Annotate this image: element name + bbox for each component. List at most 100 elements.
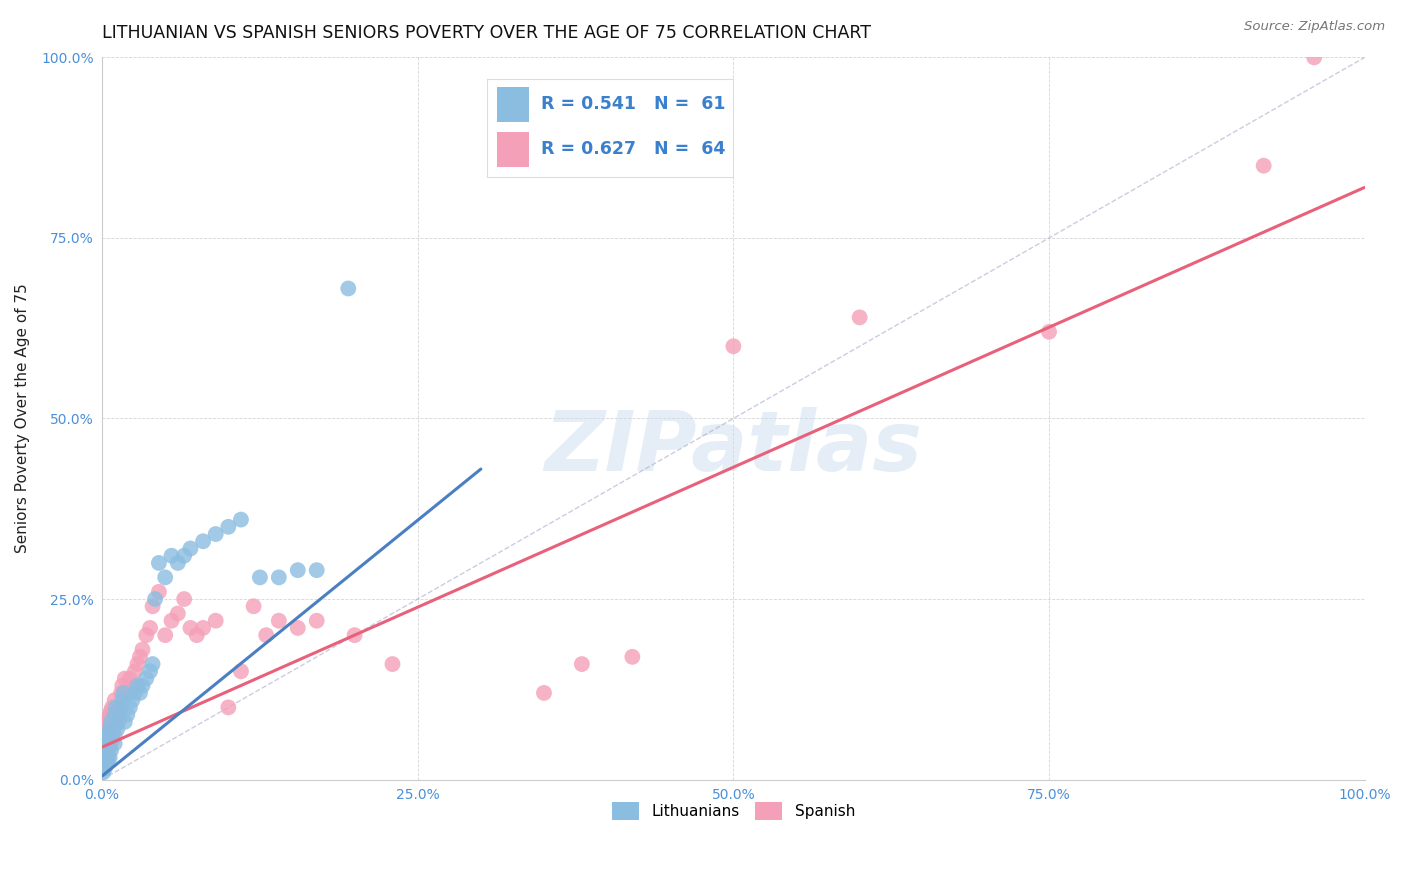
Point — [242, 599, 264, 614]
Point — [114, 714, 136, 729]
Point — [107, 700, 129, 714]
Point — [93, 744, 115, 758]
Point — [381, 657, 404, 671]
Point — [254, 628, 277, 642]
Point — [104, 737, 127, 751]
Point — [343, 628, 366, 642]
Point — [96, 751, 118, 765]
Point — [104, 714, 127, 729]
Point — [105, 722, 128, 736]
Point — [108, 707, 131, 722]
Point — [129, 649, 152, 664]
Point — [96, 729, 118, 743]
Point — [91, 762, 114, 776]
Point — [98, 740, 121, 755]
Point — [104, 729, 127, 743]
Point — [571, 657, 593, 671]
Point — [94, 722, 117, 736]
Point — [148, 556, 170, 570]
Point — [94, 755, 117, 769]
Point — [101, 729, 124, 743]
Point — [103, 722, 125, 736]
Point — [124, 686, 146, 700]
Point — [97, 751, 120, 765]
Point — [94, 732, 117, 747]
Point — [91, 755, 114, 769]
Point — [104, 693, 127, 707]
Point — [91, 758, 114, 772]
Point — [217, 520, 239, 534]
Text: ZIPatlas: ZIPatlas — [544, 407, 922, 488]
Point — [173, 549, 195, 563]
Point — [217, 700, 239, 714]
Point — [97, 711, 120, 725]
Point — [124, 665, 146, 679]
Point — [139, 665, 162, 679]
Point — [93, 758, 115, 772]
Point — [135, 628, 157, 642]
Point — [131, 679, 153, 693]
Point — [153, 570, 176, 584]
Point — [104, 707, 127, 722]
Point — [179, 541, 201, 556]
Point — [135, 672, 157, 686]
Point — [98, 722, 121, 736]
Point — [121, 679, 143, 693]
Point — [179, 621, 201, 635]
Point — [105, 707, 128, 722]
Point — [97, 729, 120, 743]
Point — [111, 679, 134, 693]
Point — [191, 621, 214, 635]
Legend: Lithuanians, Spanish: Lithuanians, Spanish — [606, 797, 860, 826]
Point — [267, 614, 290, 628]
Text: Source: ZipAtlas.com: Source: ZipAtlas.com — [1244, 20, 1385, 33]
Point — [96, 747, 118, 762]
Point — [93, 755, 115, 769]
Point — [107, 714, 129, 729]
Text: LITHUANIAN VS SPANISH SENIORS POVERTY OVER THE AGE OF 75 CORRELATION CHART: LITHUANIAN VS SPANISH SENIORS POVERTY OV… — [103, 24, 872, 42]
Point — [305, 614, 328, 628]
Point — [204, 614, 226, 628]
Point — [101, 729, 124, 743]
Point — [111, 693, 134, 707]
Point — [94, 747, 117, 762]
Point — [98, 751, 121, 765]
Point — [160, 614, 183, 628]
Point — [104, 700, 127, 714]
Point — [229, 513, 252, 527]
Point — [723, 339, 745, 353]
Point — [127, 679, 149, 693]
Point — [100, 714, 122, 729]
Point — [96, 714, 118, 729]
Point — [117, 707, 139, 722]
Point — [91, 737, 114, 751]
Point — [93, 737, 115, 751]
Point — [1038, 325, 1060, 339]
Point — [131, 642, 153, 657]
Point — [166, 556, 188, 570]
Point — [121, 693, 143, 707]
Point — [305, 563, 328, 577]
Point — [118, 672, 141, 686]
Point — [142, 599, 165, 614]
Point — [112, 686, 135, 700]
Point — [186, 628, 208, 642]
Point — [204, 527, 226, 541]
Point — [110, 686, 132, 700]
Point — [287, 621, 309, 635]
Point — [97, 744, 120, 758]
Point — [100, 744, 122, 758]
Point — [533, 686, 555, 700]
Point — [160, 549, 183, 563]
Point — [129, 686, 152, 700]
Point — [93, 758, 115, 772]
Point — [98, 707, 121, 722]
Point — [96, 755, 118, 769]
Point — [100, 737, 122, 751]
Point — [249, 570, 271, 584]
Point — [166, 607, 188, 621]
Point — [93, 751, 115, 765]
Point — [110, 700, 132, 714]
Point — [267, 570, 290, 584]
Point — [91, 765, 114, 780]
